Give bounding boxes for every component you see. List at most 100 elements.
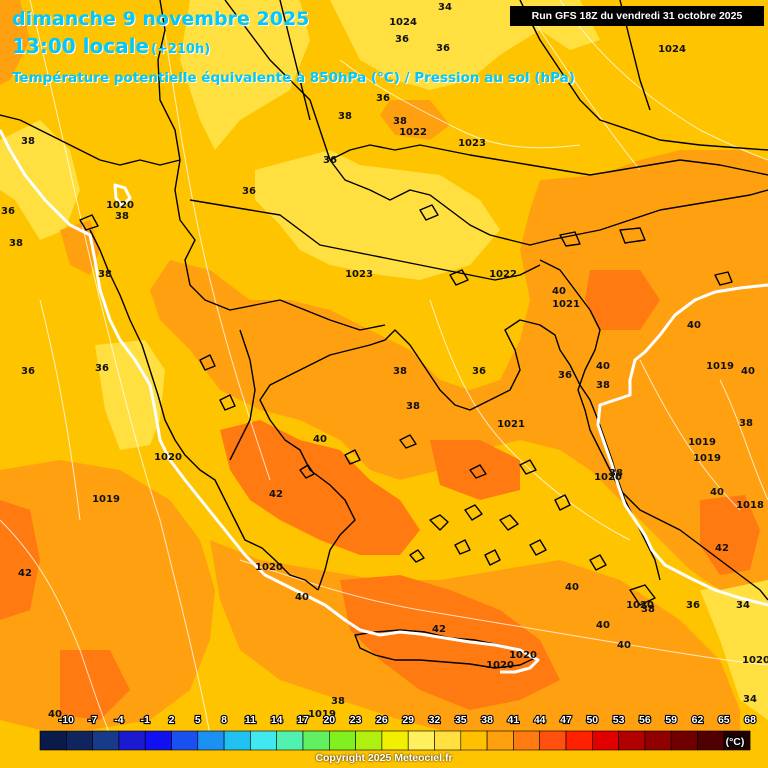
run-info-badge: Run GFS 18Z du vendredi 31 octobre 2025 [510, 6, 764, 26]
colorbar-swatch [144, 730, 172, 751]
theta-label: 36 [686, 600, 700, 611]
theta-label: 38 [98, 269, 112, 280]
colorbar-tick-label: 62 [692, 714, 704, 726]
colorbar-tick-label: 14 [271, 714, 283, 726]
colorbar-tick-label: 41 [508, 714, 520, 726]
theta-label: 40 [710, 487, 724, 498]
theta-label: 40 [596, 620, 610, 631]
pressure-label: 1018 [736, 500, 764, 511]
theta-label: 38 [393, 366, 407, 377]
colorbar-tick-label: 23 [350, 714, 362, 726]
theta-label: 36 [436, 43, 450, 54]
theta-label: 36 [1, 206, 15, 217]
theta-label: 36 [95, 363, 109, 374]
pressure-label: 1023 [458, 138, 486, 149]
pressure-label: 1020 [594, 472, 622, 483]
theta-label: 40 [596, 361, 610, 372]
theta-label: 38 [406, 401, 420, 412]
colorbar-tick-label: 32 [429, 714, 441, 726]
colorbar-swatch [591, 730, 619, 751]
theta-label: 34 [736, 600, 750, 611]
theta-label: 38 [21, 136, 35, 147]
theta-label: 38 [115, 211, 129, 222]
colorbar-tick-label: -1 [141, 714, 150, 726]
pressure-label: 1020 [255, 562, 283, 573]
pressure-label: 1020 [742, 655, 768, 666]
pressure-label: 1019 [92, 494, 120, 505]
colorbar-swatch [381, 730, 409, 751]
theta-label: 40 [295, 592, 309, 603]
theta-label: 40 [741, 366, 755, 377]
colorbar-tick-label: 47 [560, 714, 572, 726]
theta-label: 36 [472, 366, 486, 377]
colorbar-swatch [302, 730, 330, 751]
colorbar-swatch [118, 730, 146, 751]
pressure-label: 1022 [399, 127, 427, 138]
colorbar-tick-label: 53 [613, 714, 625, 726]
colorbar-swatch [66, 730, 93, 751]
pressure-label: 1020 [509, 650, 537, 661]
colorbar-unit: (°C) [726, 736, 745, 748]
theta-label: 36 [242, 186, 256, 197]
theta-label: 34 [743, 694, 757, 705]
theta-label: 36 [558, 370, 572, 381]
colorbar-tick-label: -7 [88, 714, 97, 726]
forecast-time-label: 13:00 locale [12, 34, 149, 58]
colorbar-tick-label: 44 [534, 714, 546, 726]
colorbar-swatch [565, 730, 593, 751]
colorbar-tick-label: 56 [639, 714, 651, 726]
colorbar-tick-label: 20 [323, 714, 335, 726]
copyright-notice: Copyright 2025 Meteociel.fr [315, 752, 453, 764]
colorbar-tick-label: 68 [744, 714, 756, 726]
theta-label: 38 [739, 418, 753, 429]
colorbar-tick-label: 5 [195, 714, 201, 726]
colorbar-swatch [171, 730, 199, 751]
theta-label: 38 [596, 380, 610, 391]
coastlines-borders [0, 0, 768, 669]
theta-label: 42 [432, 624, 446, 635]
colorbar-swatch [223, 730, 251, 751]
theta-label: 42 [269, 489, 283, 500]
colorbar-swatch [697, 730, 725, 751]
colorbar-swatch [328, 730, 356, 751]
forecast-date: dimanche 9 novembre 2025 [12, 8, 310, 30]
theta-label: 38 [609, 468, 623, 479]
pressure-label: 1020 [106, 200, 134, 211]
colorbar-swatch [486, 730, 514, 751]
theta-labels: 34 36 36 36 38 38 36 36 38 36 38 38 38 36 36 36 38 38 40 40… [1, 2, 757, 720]
colorbar-tick-label: 35 [455, 714, 467, 726]
theta-label: 40 [313, 434, 327, 445]
theta-label: 38 [331, 696, 345, 707]
pressure-label: 1020 [154, 452, 182, 463]
pressure-label: 1024 [389, 17, 417, 28]
theta-label: 42 [715, 543, 729, 554]
colorbar-tick-label: 17 [297, 714, 309, 726]
theta-label: 40 [687, 320, 701, 331]
isobars [0, 0, 768, 736]
pressure-label: 1019 [688, 437, 716, 448]
colorbar-tick-label: 26 [376, 714, 388, 726]
colorbar-swatch [197, 730, 225, 751]
theta-label: 40 [565, 582, 579, 593]
theta-label: 36 [376, 93, 390, 104]
theta-label: 38 [393, 116, 407, 127]
theta-label: 36 [21, 366, 35, 377]
colorbar-tick-label: 38 [481, 714, 493, 726]
colorbar-swatch [460, 730, 488, 751]
isobar-1020-thick [0, 129, 768, 674]
pressure-label: 1019 [693, 453, 721, 464]
pressure-label: 1024 [658, 44, 686, 55]
pressure-label: 1021 [497, 419, 525, 430]
colorbar-tick-label: -4 [114, 714, 123, 726]
pressure-label: 1019 [706, 361, 734, 372]
theta-label: 42 [18, 568, 32, 579]
theta-label: 40 [617, 640, 631, 651]
theta-label: 36 [395, 34, 409, 45]
colorbar-swatch [407, 730, 435, 751]
colorbar: -10 -7 -4 -1 2 5 8 11 14 17 20 23 26 29 32 35 38 41 44 47 50… [39, 713, 757, 751]
colorbar-tick-label: 29 [402, 714, 414, 726]
theta-label: 34 [438, 2, 452, 13]
colorbar-swatch [723, 730, 751, 751]
colorbar-tick-label: 2 [169, 714, 175, 726]
